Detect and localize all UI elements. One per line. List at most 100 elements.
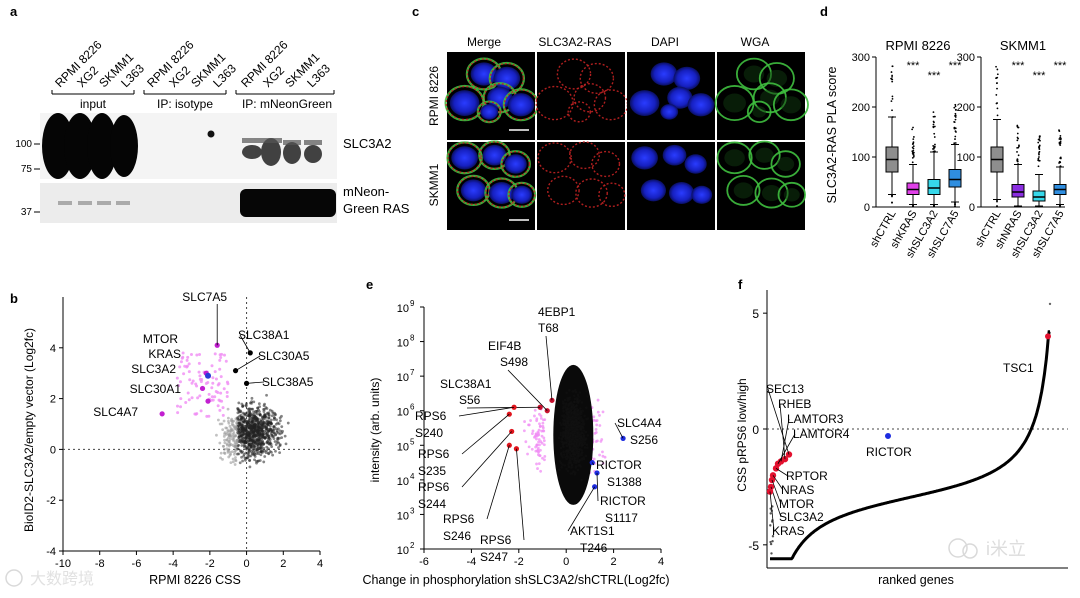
- col-dapi: DAPI: [651, 35, 679, 49]
- y-tick-label: 100: [852, 152, 870, 164]
- b-ylabel: BioID2-SLC3A2/empty vector (Log2fc): [22, 328, 36, 532]
- x-tick-label: -6: [132, 558, 142, 570]
- micrograph-tile: [537, 141, 626, 230]
- gene-label: LAMTOR4: [793, 427, 850, 441]
- point-label: KRAS: [148, 347, 181, 361]
- point-label-site: S246: [443, 529, 471, 543]
- micrograph-tile: [716, 140, 807, 230]
- y-tick-label: 10: [397, 407, 409, 419]
- background-points: [175, 351, 290, 469]
- y-tick-label: 0: [864, 202, 870, 214]
- point-label-name: SLC38A1: [440, 377, 492, 391]
- panel-d-letter: d: [820, 4, 828, 19]
- gene-point-rictor: [885, 432, 891, 439]
- f-xlabel: ranked genes: [878, 573, 954, 587]
- significance-mark: ***: [1054, 60, 1068, 72]
- col-slc3a2-ras: SLC3A2-RAS: [538, 35, 611, 49]
- panel-c-letter: c: [412, 4, 419, 19]
- y-tick-label: 300: [957, 52, 975, 64]
- y-tick-label: 5: [752, 307, 759, 321]
- gene-label: LAMTOR3: [787, 412, 844, 426]
- blot-label-slc3a2: SLC3A2: [343, 136, 391, 151]
- f-ylabel: CSS pRPS6 low/high: [735, 378, 749, 491]
- y-tick-label: 0: [752, 423, 759, 437]
- significance-mark: ***: [949, 60, 963, 72]
- point-slc3a2: [199, 385, 206, 392]
- point-label-name: SLC4A4: [617, 416, 662, 430]
- y-tick-label: 0: [50, 444, 56, 456]
- point-label: SLC30A1: [130, 382, 182, 396]
- y-tick-exponent: 2: [410, 541, 415, 550]
- point-label-site: T68: [538, 321, 559, 335]
- gene-label: RHEB: [778, 397, 811, 411]
- gene-label: KRAS: [772, 524, 805, 538]
- y-tick-exponent: 4: [410, 472, 415, 481]
- box-shNRAS: shNRAS: [993, 124, 1025, 251]
- watermark: 大数跨境 i米立: [5, 538, 1026, 588]
- point-label-name: RPS6: [418, 447, 450, 461]
- point-label-name: RICTOR: [600, 494, 646, 508]
- boxplot-2: SKMM10100200300shCTRLshNRASshSLC3A2shSLC…: [957, 38, 1067, 260]
- point-label: SLC3A2: [131, 362, 176, 376]
- point-kras: [205, 372, 212, 379]
- box-shCTRL: shCTRL: [973, 65, 1004, 249]
- background-points: [522, 364, 607, 505]
- boxplot-title: RPMI 8226: [885, 38, 950, 53]
- gene-label: MTOR: [779, 497, 814, 511]
- y-tick-label: 0: [969, 202, 975, 214]
- ranked-curve: [769, 302, 1052, 561]
- y-tick-label: 4: [50, 343, 56, 355]
- y-tick-label: 10: [397, 441, 409, 453]
- gene-point-tsc1: [1045, 333, 1051, 340]
- y-tick-label: 2: [50, 394, 56, 406]
- x-tick-label: -6: [419, 556, 429, 568]
- y-tick-label: 200: [852, 102, 870, 114]
- x-tick-label: -2: [205, 558, 215, 570]
- gene-label: SEC13: [766, 382, 804, 396]
- x-tick-label: 0: [244, 558, 250, 570]
- point-label: SLC38A5: [262, 375, 314, 389]
- gene-label: RPTOR: [786, 469, 828, 483]
- e-xlabel: Change in phosphorylation shSLC3A2/shCTR…: [362, 573, 669, 587]
- x-tick-label: -2: [514, 556, 524, 568]
- watermark-right: i米立: [986, 539, 1026, 559]
- point-label-site: S1388: [607, 475, 642, 489]
- gene-label: RICTOR: [866, 445, 912, 459]
- point-label-site: S244: [418, 497, 446, 511]
- point-slc38a5: [243, 380, 250, 386]
- point-label-site: S498: [500, 355, 528, 369]
- row-skmm1: SKMM1: [427, 163, 441, 206]
- y-tick-label: -5: [748, 539, 759, 553]
- point-label-name: RPS6: [418, 480, 450, 494]
- y-tick-label: -4: [46, 546, 56, 558]
- micrograph-tile: [627, 52, 715, 140]
- gene-label: NRAS: [781, 483, 814, 497]
- micrograph-tile: [627, 142, 715, 230]
- micrograph-tile: [444, 52, 540, 140]
- point-label-site: T246: [580, 541, 608, 555]
- point-label-name: AKT1S1: [570, 524, 615, 538]
- point-label-site: S56: [459, 393, 481, 407]
- gene-label: SLC3A2: [779, 510, 824, 524]
- point-label-name: RPS6: [480, 533, 512, 547]
- panel-e-letter: e: [366, 277, 373, 292]
- gene-point-rptor: [772, 465, 780, 472]
- y-tick-label: 10: [397, 476, 409, 488]
- box-shKRAS: shKRAS: [888, 126, 920, 251]
- group-ip-isotype: IP: isotype: [157, 97, 213, 111]
- mw-37: 37: [21, 207, 33, 218]
- y-tick-label: 100: [957, 152, 975, 164]
- micrograph-tile: [535, 52, 629, 140]
- gene-label: TSC1: [1003, 361, 1034, 375]
- mw-75: 75: [21, 164, 33, 175]
- blot-label-mneongreen-1: mNeon-: [343, 184, 389, 199]
- x-tick-label: -4: [467, 556, 477, 568]
- col-merge: Merge: [467, 35, 501, 49]
- micrograph-tile: [446, 140, 537, 230]
- point-label-name: RPS6: [443, 512, 475, 526]
- y-tick-label: 10: [397, 372, 409, 384]
- x-tick-label: 4: [317, 558, 323, 570]
